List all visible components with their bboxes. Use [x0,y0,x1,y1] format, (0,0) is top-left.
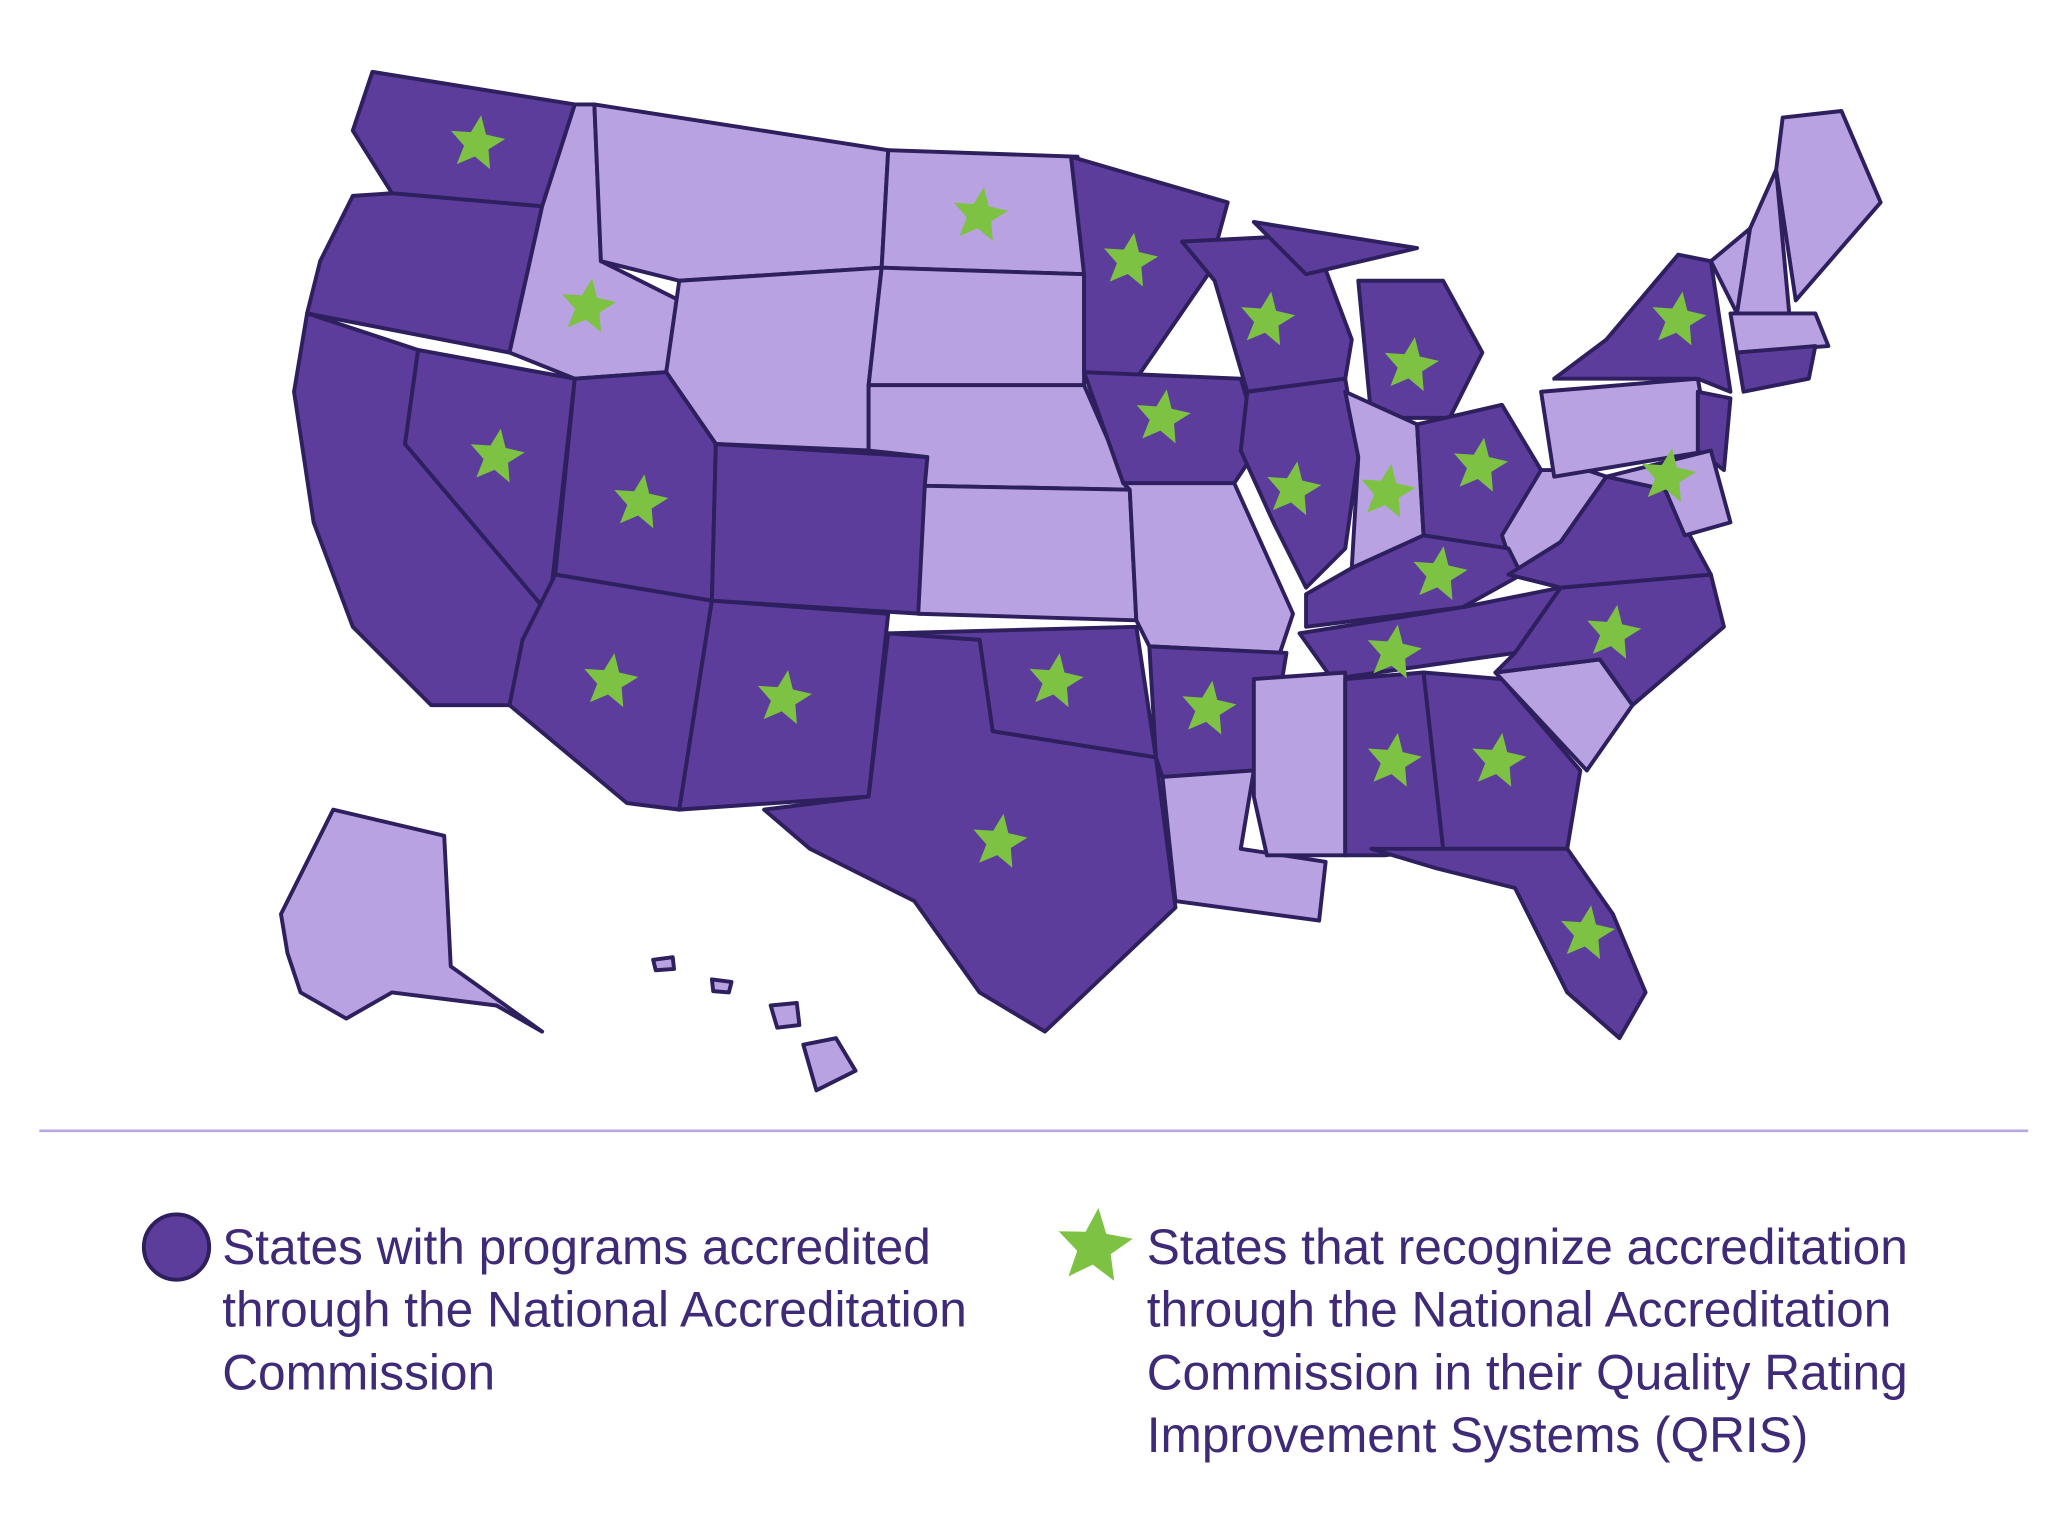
qris-stars [451,115,1707,960]
state [709,977,734,995]
legend-star-icon [1058,1208,1133,1281]
star [1587,604,1642,659]
star [1454,437,1509,492]
legend-circle [141,1212,212,1282]
state [762,631,1178,1034]
star [1367,732,1422,787]
star [1267,461,1322,516]
state [709,442,930,616]
state [768,1000,802,1030]
state [279,807,545,1034]
star [1367,624,1422,679]
legend-line: Commission in their Quality Rating [1147,1344,1908,1400]
star [584,653,639,708]
star [451,115,506,170]
star [1642,448,1697,503]
star [470,428,525,483]
state [553,370,718,603]
legend-line: Improvement Systems (QRIS) [1147,1407,1809,1463]
star [1241,291,1296,346]
state [866,265,1087,388]
legend-line: through the National Accreditation [1147,1282,1892,1338]
state [916,483,1139,623]
state [1552,252,1733,394]
state [592,102,891,283]
state [1735,344,1818,394]
us-map [279,69,1883,1093]
state [1774,109,1883,303]
state [1728,311,1831,355]
star [1058,1208,1133,1281]
legend-line: States that recognize accreditation [1147,1219,1908,1275]
state [651,955,676,973]
star [758,670,813,725]
legend-line: Commission [222,1344,495,1400]
star [1652,291,1707,346]
legend-line: States with programs accredited [222,1219,931,1275]
star [562,278,617,333]
state [801,1036,858,1093]
star [614,474,669,529]
star [1472,732,1527,787]
star [1136,389,1191,444]
state [1369,846,1648,1041]
legend-line: through the National Accreditation [222,1282,967,1338]
star [1561,905,1616,960]
star [1182,680,1237,735]
star [1413,546,1468,601]
star [1361,463,1416,518]
state [1251,670,1348,858]
star [1104,232,1159,287]
legend-text: States with programs accredited through t… [222,1219,967,1400]
star [973,813,1028,868]
state [1304,533,1524,629]
star [953,186,1008,241]
legend-text: States that recognize accreditation throu… [1147,1219,1908,1463]
star [1384,337,1439,392]
state [1251,220,1420,277]
star [1029,653,1084,708]
state [1356,278,1485,420]
